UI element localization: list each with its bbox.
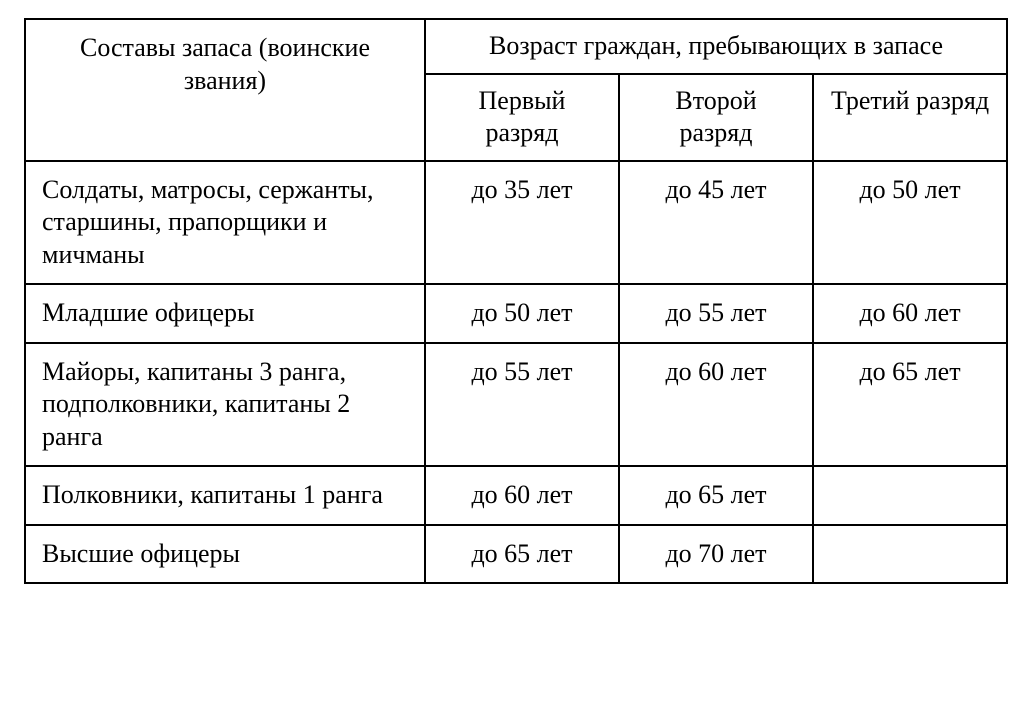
- header-category-2: Второй разряд: [619, 74, 813, 161]
- cell-age: до 60 лет: [425, 466, 619, 525]
- cell-rank: Полковники, капитаны 1 ранга: [25, 466, 425, 525]
- cell-age: до 50 лет: [813, 161, 1007, 285]
- cell-age: до 60 лет: [813, 284, 1007, 343]
- cell-age: [813, 466, 1007, 525]
- cell-age: до 50 лет: [425, 284, 619, 343]
- cell-age: до 65 лет: [813, 343, 1007, 467]
- header-rank: Составы запаса (воинские звания): [25, 19, 425, 161]
- cell-age: до 65 лет: [619, 466, 813, 525]
- cell-rank: Младшие офицеры: [25, 284, 425, 343]
- table-row: Полковники, капитаны 1 ранга до 60 лет д…: [25, 466, 1007, 525]
- header-category-1: Первый разряд: [425, 74, 619, 161]
- table-row: Солдаты, матросы, сержанты, старшины, пр…: [25, 161, 1007, 285]
- reserve-table: Составы запаса (воинские звания) Возраст…: [24, 18, 1008, 584]
- table-row: Младшие офицеры до 50 лет до 55 лет до 6…: [25, 284, 1007, 343]
- cell-rank: Майоры, капитаны 3 ранга, подполковники,…: [25, 343, 425, 467]
- cell-age: до 60 лет: [619, 343, 813, 467]
- header-category-3: Третий разряд: [813, 74, 1007, 161]
- cell-age: до 55 лет: [619, 284, 813, 343]
- table-header-row-1: Составы запаса (воинские звания) Возраст…: [25, 19, 1007, 74]
- header-age-group: Возраст граждан, пребывающих в запасе: [425, 19, 1007, 74]
- cell-age: до 65 лет: [425, 525, 619, 584]
- table-row: Высшие офицеры до 65 лет до 70 лет: [25, 525, 1007, 584]
- cell-rank: Высшие офицеры: [25, 525, 425, 584]
- cell-rank: Солдаты, матросы, сержанты, старшины, пр…: [25, 161, 425, 285]
- cell-age: до 70 лет: [619, 525, 813, 584]
- cell-age: до 55 лет: [425, 343, 619, 467]
- cell-age: до 35 лет: [425, 161, 619, 285]
- cell-age: [813, 525, 1007, 584]
- page: Составы запаса (воинские звания) Возраст…: [0, 0, 1030, 602]
- cell-age: до 45 лет: [619, 161, 813, 285]
- table-row: Майоры, капитаны 3 ранга, подполковники,…: [25, 343, 1007, 467]
